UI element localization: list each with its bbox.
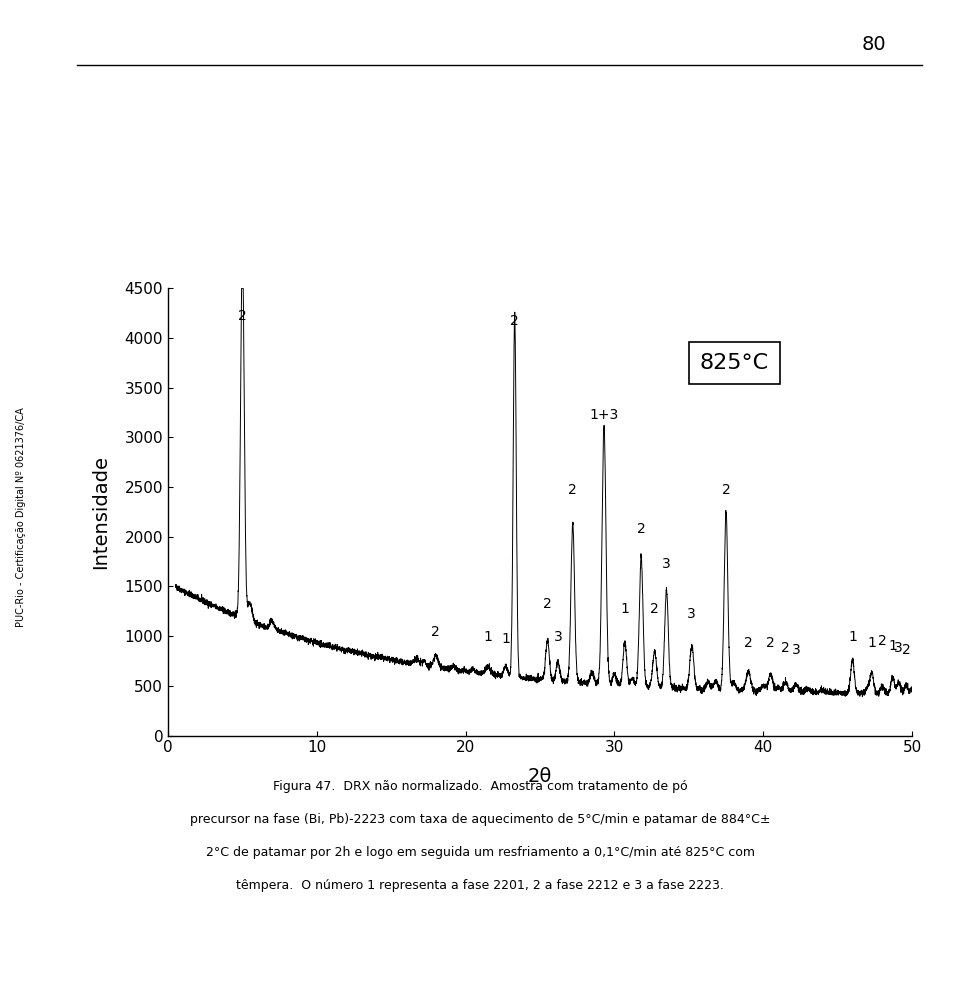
Text: 2: 2 [744, 635, 753, 650]
Text: 2: 2 [722, 482, 731, 496]
Text: 2: 2 [568, 482, 577, 496]
Text: 1: 1 [888, 638, 897, 653]
Text: 80: 80 [861, 35, 886, 54]
X-axis label: 2θ: 2θ [528, 766, 552, 785]
Text: 2: 2 [238, 308, 247, 322]
Text: 2: 2 [543, 596, 552, 610]
Text: 1: 1 [620, 601, 629, 615]
Text: têmpera.  O número 1 representa a fase 2201, 2 a fase 2212 e 3 a fase 2223.: têmpera. O número 1 representa a fase 22… [236, 879, 724, 892]
Text: PUC-Rio - Certificação Digital Nº 0621376/CA: PUC-Rio - Certificação Digital Nº 062137… [16, 407, 26, 627]
Text: 2: 2 [511, 313, 519, 327]
Text: 2: 2 [901, 642, 910, 657]
Text: 2: 2 [766, 635, 775, 650]
Text: 1: 1 [848, 629, 857, 644]
Text: 2: 2 [636, 522, 645, 537]
Text: 3: 3 [894, 640, 903, 654]
Text: 1: 1 [484, 629, 492, 644]
Text: 2: 2 [781, 640, 790, 654]
Text: 2: 2 [431, 624, 441, 638]
Text: precursor na fase (Bi, Pb)-2223 com taxa de aquecimento de 5°C/min e patamar de : precursor na fase (Bi, Pb)-2223 com taxa… [190, 813, 770, 826]
Text: 2°C de patamar por 2h e logo em seguida um resfriamento a 0,1°C/min até 825°C co: 2°C de patamar por 2h e logo em seguida … [205, 846, 755, 859]
Text: 1: 1 [501, 631, 510, 646]
Text: 3: 3 [792, 642, 801, 657]
Text: 1: 1 [868, 635, 876, 650]
Text: 3: 3 [554, 629, 563, 644]
Y-axis label: Intensidade: Intensidade [91, 455, 110, 569]
Text: Figura 47.  DRX não normalizado.  Amostra com tratamento de pó: Figura 47. DRX não normalizado. Amostra … [273, 780, 687, 793]
Text: 1+3: 1+3 [589, 408, 618, 421]
Text: 2: 2 [877, 633, 887, 648]
Text: 3: 3 [662, 557, 671, 571]
Text: 3: 3 [687, 606, 696, 620]
Text: 2: 2 [650, 601, 659, 615]
Text: 825°C: 825°C [700, 353, 769, 373]
